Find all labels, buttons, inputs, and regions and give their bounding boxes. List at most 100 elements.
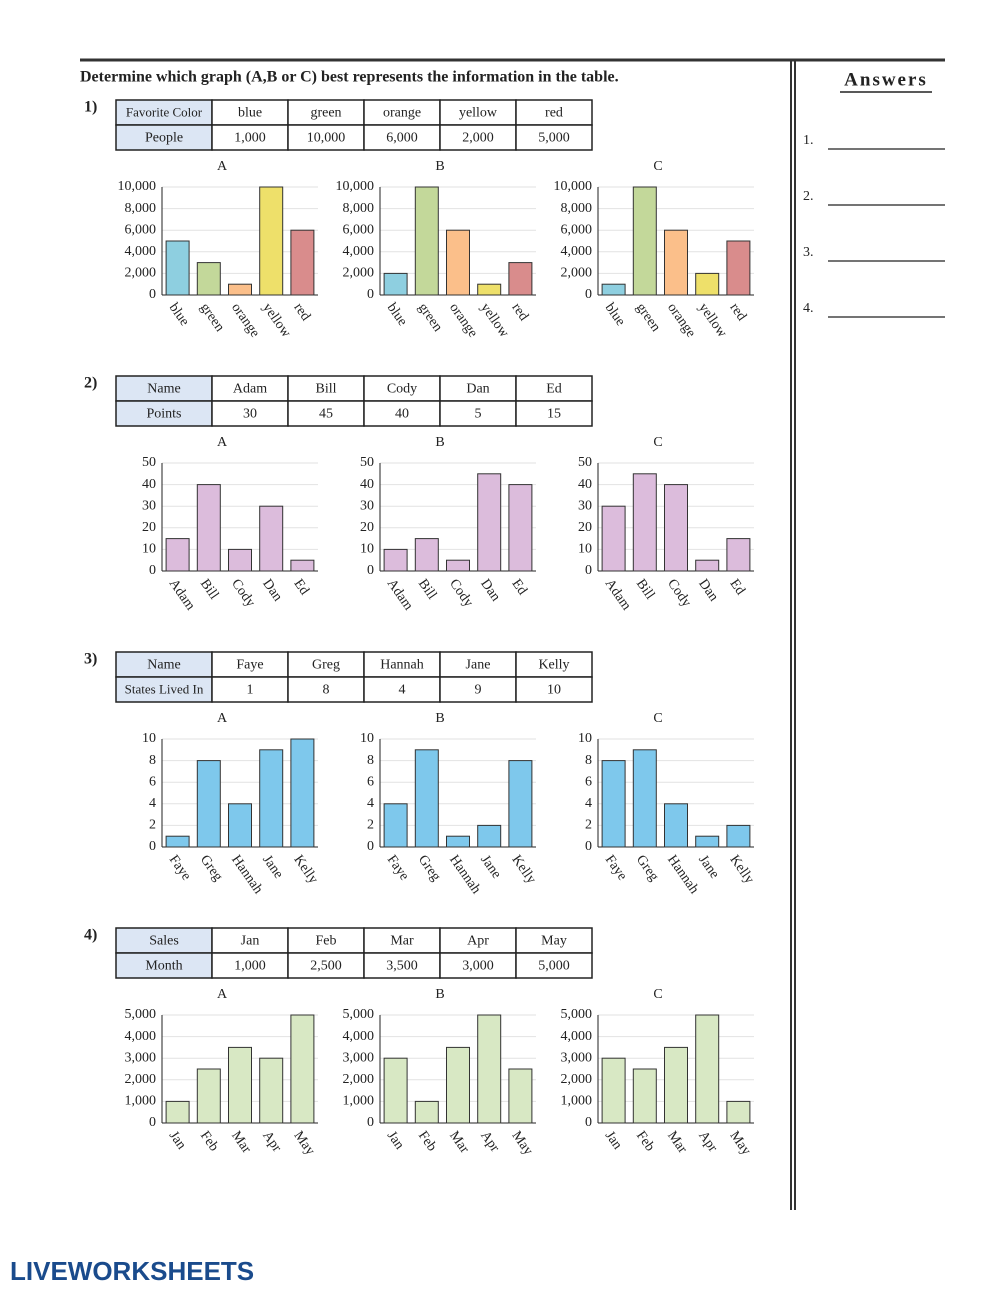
x-tick-label: Hannah [446, 853, 483, 897]
chart-label: C [653, 711, 662, 726]
bar [259, 186, 284, 296]
y-tick-label: 3,000 [343, 1050, 375, 1065]
chart-label: C [653, 987, 662, 1002]
table-text: 1,000 [234, 959, 266, 974]
bar [228, 803, 252, 848]
y-tick-label: 1,000 [125, 1094, 157, 1109]
x-tick-label: Mar [664, 1129, 690, 1157]
chart-label: B [435, 987, 444, 1002]
bar [414, 538, 439, 572]
y-tick-label: 2 [367, 818, 374, 833]
table-cell [211, 676, 289, 703]
logo: LIVEWORKSHEETS [10, 1256, 254, 1286]
y-tick-label: 0 [367, 287, 374, 302]
bar [290, 229, 315, 296]
bar [508, 262, 533, 296]
y-tick-label: 8 [149, 753, 156, 768]
question-number: 3) [84, 651, 97, 668]
y-tick-label: 1,000 [561, 1094, 593, 1109]
x-tick-label: Kelly [726, 853, 756, 887]
y-tick-label: 4,000 [343, 244, 375, 259]
x-tick-label: Faye [602, 853, 630, 884]
y-tick-label: 20 [578, 520, 592, 535]
table-text: Faye [236, 658, 263, 673]
bar [196, 760, 221, 848]
table-text: 2,000 [462, 131, 494, 146]
y-tick-label: 2,000 [343, 266, 375, 281]
bar [228, 1046, 252, 1124]
bar [632, 186, 657, 296]
y-tick-label: 5,000 [343, 1007, 375, 1022]
table-text: 1 [247, 683, 254, 698]
y-tick-label: 3,000 [125, 1050, 157, 1065]
bar [383, 548, 408, 572]
table-text: 30 [243, 407, 257, 422]
table-cell [515, 99, 593, 126]
table-text: Greg [312, 658, 340, 673]
table-text: green [310, 106, 341, 121]
bar [508, 1068, 533, 1124]
y-tick-label: 2 [585, 818, 592, 833]
bar [196, 1068, 221, 1124]
table-text: Month [145, 959, 182, 974]
x-tick-label: Jan [166, 1129, 189, 1153]
table-cell [287, 124, 365, 151]
y-tick-label: 10,000 [336, 179, 375, 194]
table-cell [287, 400, 365, 427]
y-tick-label: 50 [142, 455, 156, 470]
x-tick-label: Jan [602, 1129, 625, 1153]
y-tick-label: 20 [142, 520, 156, 535]
y-tick-label: 40 [578, 477, 592, 492]
chart-label: A [217, 435, 228, 450]
y-tick-label: 1,000 [343, 1094, 375, 1109]
y-tick-label: 0 [367, 563, 374, 578]
chart-label: A [217, 159, 228, 174]
y-tick-label: 6 [367, 774, 374, 789]
table-text: Feb [316, 934, 337, 949]
question-number: 4) [84, 927, 97, 944]
bar [290, 559, 315, 572]
y-tick-label: 10 [578, 542, 592, 557]
x-tick-label: yellow [259, 301, 294, 342]
table-cell [515, 124, 593, 151]
y-tick-label: 3,000 [561, 1050, 593, 1065]
y-tick-label: 10 [142, 542, 156, 557]
y-tick-label: 20 [360, 520, 374, 535]
y-tick-label: 4 [585, 796, 592, 811]
answer-number: 2. [803, 189, 814, 204]
x-tick-label: Hannah [664, 853, 701, 897]
y-tick-label: 8,000 [561, 201, 593, 216]
x-tick-label: Apr [477, 1129, 502, 1156]
chart-label: B [435, 711, 444, 726]
y-tick-label: 6,000 [125, 222, 157, 237]
bar [695, 835, 720, 848]
table-cell [439, 952, 517, 979]
bar [477, 1014, 502, 1124]
table-text: 5,000 [538, 131, 570, 146]
table-cell [363, 952, 441, 979]
x-tick-label: Dan [477, 577, 503, 605]
y-tick-label: 2,000 [125, 266, 157, 281]
bar [664, 229, 688, 296]
x-tick-label: green [633, 301, 663, 335]
x-tick-label: Bill [633, 577, 657, 603]
x-tick-label: Hannah [228, 853, 265, 897]
y-tick-label: 30 [578, 498, 592, 513]
table-text: Sales [149, 934, 179, 949]
y-tick-label: 0 [367, 839, 374, 854]
bar [165, 1100, 190, 1124]
y-tick-label: 4,000 [561, 1029, 593, 1044]
table-text: yellow [459, 106, 498, 121]
table-cell [287, 927, 365, 954]
y-tick-label: 4,000 [561, 244, 593, 259]
table-text: Kelly [538, 658, 569, 673]
x-tick-label: Bill [197, 577, 221, 603]
table-cell [515, 952, 593, 979]
y-tick-label: 0 [149, 563, 156, 578]
table-text: Mar [390, 934, 414, 949]
y-tick-label: 10,000 [118, 179, 157, 194]
table-text: Cody [387, 382, 417, 397]
bar [383, 803, 408, 848]
table-cell [515, 400, 593, 427]
x-tick-label: Faye [384, 853, 412, 884]
